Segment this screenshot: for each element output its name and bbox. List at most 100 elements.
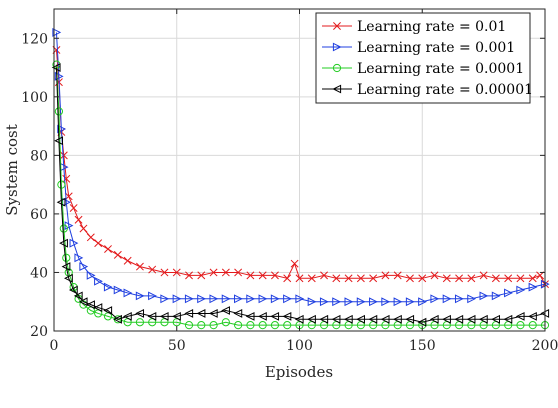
data-point [172,268,181,277]
data-point [196,309,206,318]
data-point [104,245,112,253]
data-point [467,294,477,304]
data-point [86,270,96,280]
x-tick-label: 50 [168,338,186,354]
data-point [123,256,132,265]
data-point [147,311,157,321]
data-point [332,297,342,307]
data-point [148,291,157,301]
data-point [135,291,145,301]
data-point [295,294,305,304]
data-point [307,297,317,307]
data-point [184,321,194,330]
data-point [331,314,341,324]
data-point [405,314,415,324]
data-point [405,297,415,307]
data-point [258,294,268,304]
data-point [234,268,243,277]
data-point [221,306,230,315]
data-point [515,311,525,321]
data-point [86,300,95,310]
data-point [290,259,299,268]
data-point [103,282,113,292]
y-tick-label: 60 [30,207,48,223]
data-point [442,294,452,304]
ticks: 0 50 100 150 200 20 40 60 80 100 120 [21,9,558,354]
y-tick-label: 100 [21,90,48,106]
series-line [55,67,546,323]
data-point [78,297,88,307]
data-point [61,262,71,272]
data-point [185,271,193,280]
data-point [418,297,427,307]
data-point [294,314,304,324]
data-point [57,180,66,189]
data-point [466,314,476,324]
data-point [93,303,103,312]
data-point [122,311,132,321]
data-point [160,294,170,304]
data-point [245,311,255,321]
legend-swatch-marker [332,63,342,73]
data-point [393,271,402,280]
data-point [504,288,513,298]
legend-swatch-marker [333,22,341,30]
data-point [59,224,68,233]
data-point [246,321,255,330]
data-point [332,274,341,283]
data-point [221,294,231,304]
data-point [516,321,525,330]
legend-swatch-marker [332,42,342,52]
legend-entry: Learning rate = 0.01 [322,19,506,35]
data-point [184,294,194,304]
data-point [282,311,292,321]
data-point [368,314,378,324]
data-point [283,274,292,283]
data-point [369,297,378,307]
x-axis-title: Episodes [265,363,333,381]
data-point [74,253,84,263]
data-point [221,318,230,327]
data-point [51,63,61,72]
data-point [454,294,464,304]
data-point [270,271,279,280]
data-point [69,238,79,248]
legend-entry: Learning rate = 0.001 [322,40,515,56]
data-point [135,318,145,327]
data-point [79,262,89,272]
y-tick-label: 80 [30,148,48,164]
data-point [381,271,390,280]
data-point [381,297,391,307]
data-point [418,274,427,283]
data-point [52,28,62,37]
data-point [356,274,365,283]
data-point [430,294,440,304]
data-point [406,274,414,283]
data-point [455,274,464,283]
data-point [491,314,500,324]
data-point [135,262,144,271]
data-point [113,250,122,259]
data-point [113,314,122,324]
data-point [380,314,390,324]
data-point [343,314,353,324]
data-point [307,274,316,283]
series-1 [52,46,549,289]
data-point [246,271,255,280]
data-point [221,268,230,277]
data-point [209,268,218,277]
data-point [68,285,78,295]
legend-label: Learning rate = 0.001 [357,40,515,56]
x-tick-label: 100 [286,338,313,354]
legend-entry: Learning rate = 0.0001 [322,61,524,77]
data-point [270,321,280,330]
data-point [62,253,71,262]
data-point [234,321,243,330]
legend-label: Learning rate = 0.01 [357,19,506,35]
data-point [113,285,123,295]
data-point [491,291,501,301]
data-point [516,274,525,283]
data-point [356,297,366,307]
data-point [503,314,513,324]
